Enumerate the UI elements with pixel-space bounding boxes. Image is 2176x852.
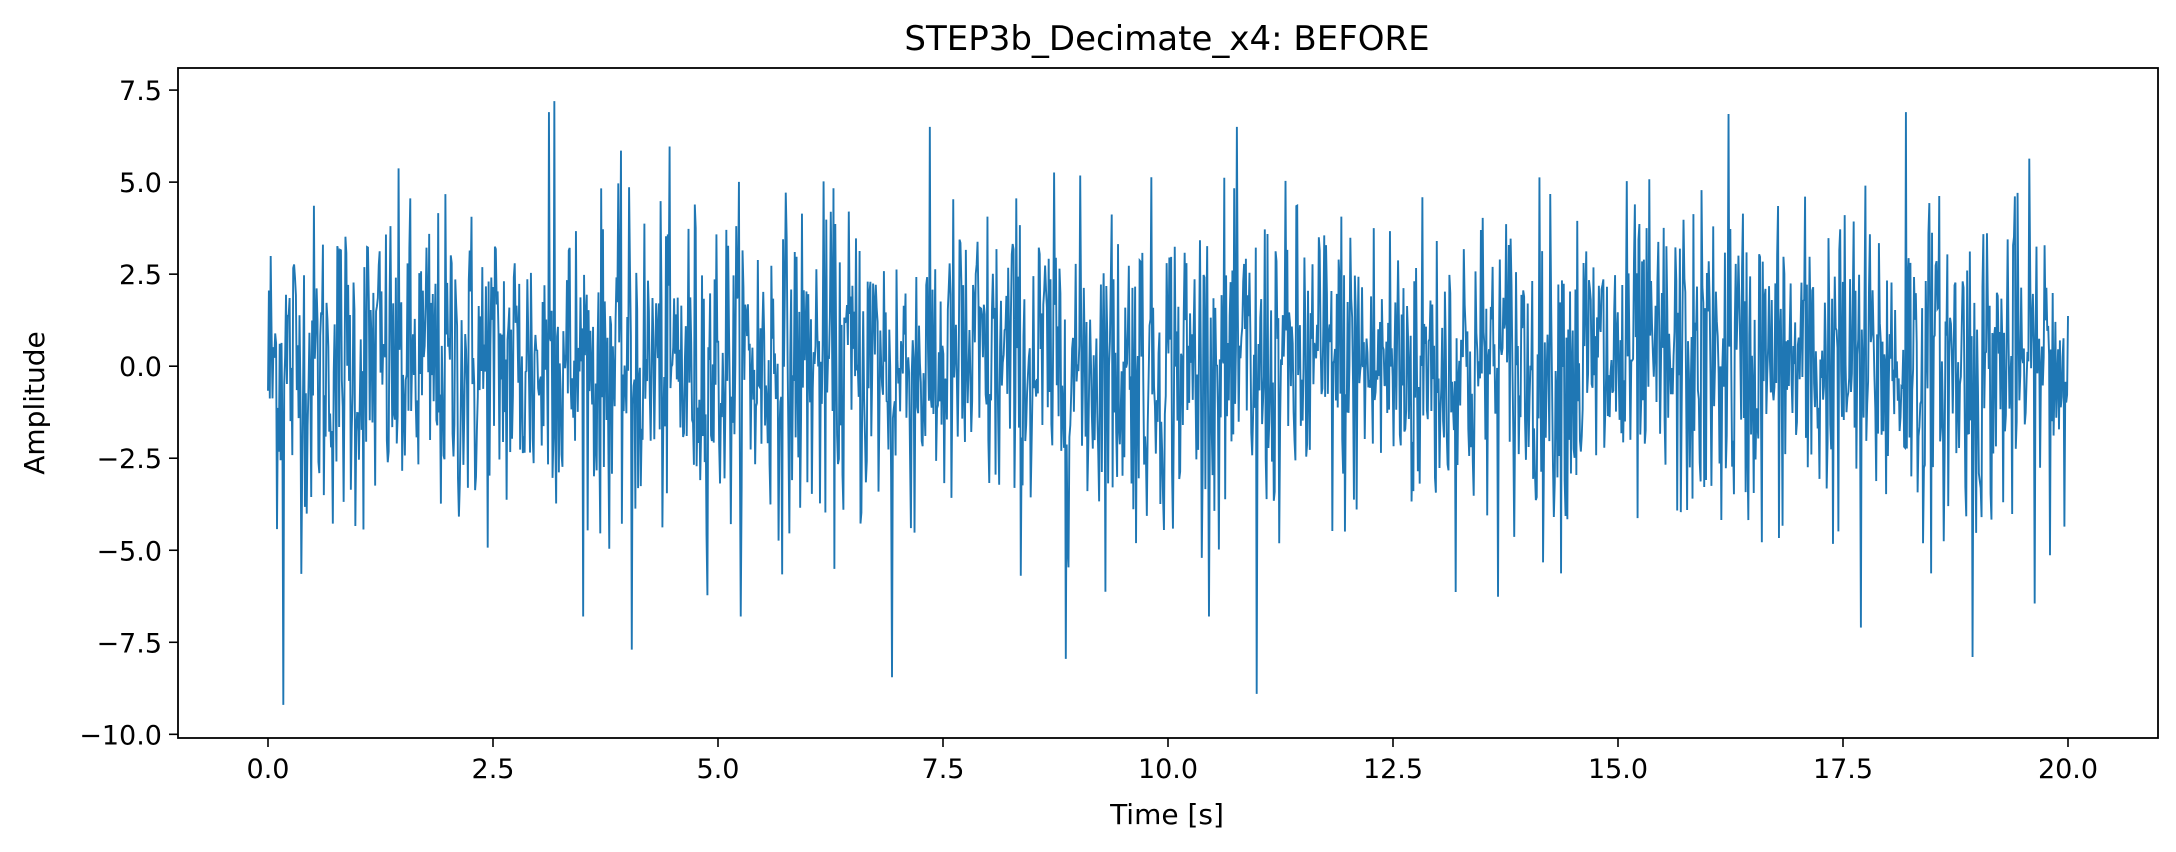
- series-group: [267, 101, 2069, 705]
- x-tick-label: 2.5: [472, 754, 515, 785]
- y-axis: 7.5 5.0 2.5 0.0 −2.5 −5.0 −7.5 −10.0: [79, 76, 178, 751]
- plot-area: [177, 67, 2159, 739]
- x-tick-label: 7.5: [922, 754, 965, 785]
- y-tick-label: 0.0: [119, 352, 162, 383]
- y-tick-label: −2.5: [96, 444, 162, 475]
- x-tick-label: 17.5: [1813, 754, 1873, 785]
- y-tick-label: −7.5: [96, 628, 162, 659]
- x-tick-label: 10.0: [1138, 754, 1198, 785]
- y-tick-label: 2.5: [119, 260, 162, 291]
- x-tick-label: 20.0: [2038, 754, 2098, 785]
- x-axis-label: Time [s]: [1109, 798, 1224, 831]
- series-line-signal: [267, 101, 2069, 705]
- y-axis-label: Amplitude: [18, 331, 51, 475]
- y-tick-label: −5.0: [96, 536, 162, 567]
- x-tick-label: 12.5: [1363, 754, 1423, 785]
- x-tick-label: 15.0: [1588, 754, 1648, 785]
- x-tick-label: 5.0: [697, 754, 740, 785]
- x-tick-label: 0.0: [247, 754, 290, 785]
- chart-title: STEP3b_Decimate_x4: BEFORE: [904, 19, 1429, 59]
- y-tick-label: 7.5: [119, 76, 162, 107]
- x-axis: 0.0 2.5 5.0 7.5 10.0 12.5 15.0 17.5 20.0: [247, 738, 2098, 785]
- y-tick-label: 5.0: [119, 168, 162, 199]
- y-tick-label: −10.0: [79, 720, 162, 751]
